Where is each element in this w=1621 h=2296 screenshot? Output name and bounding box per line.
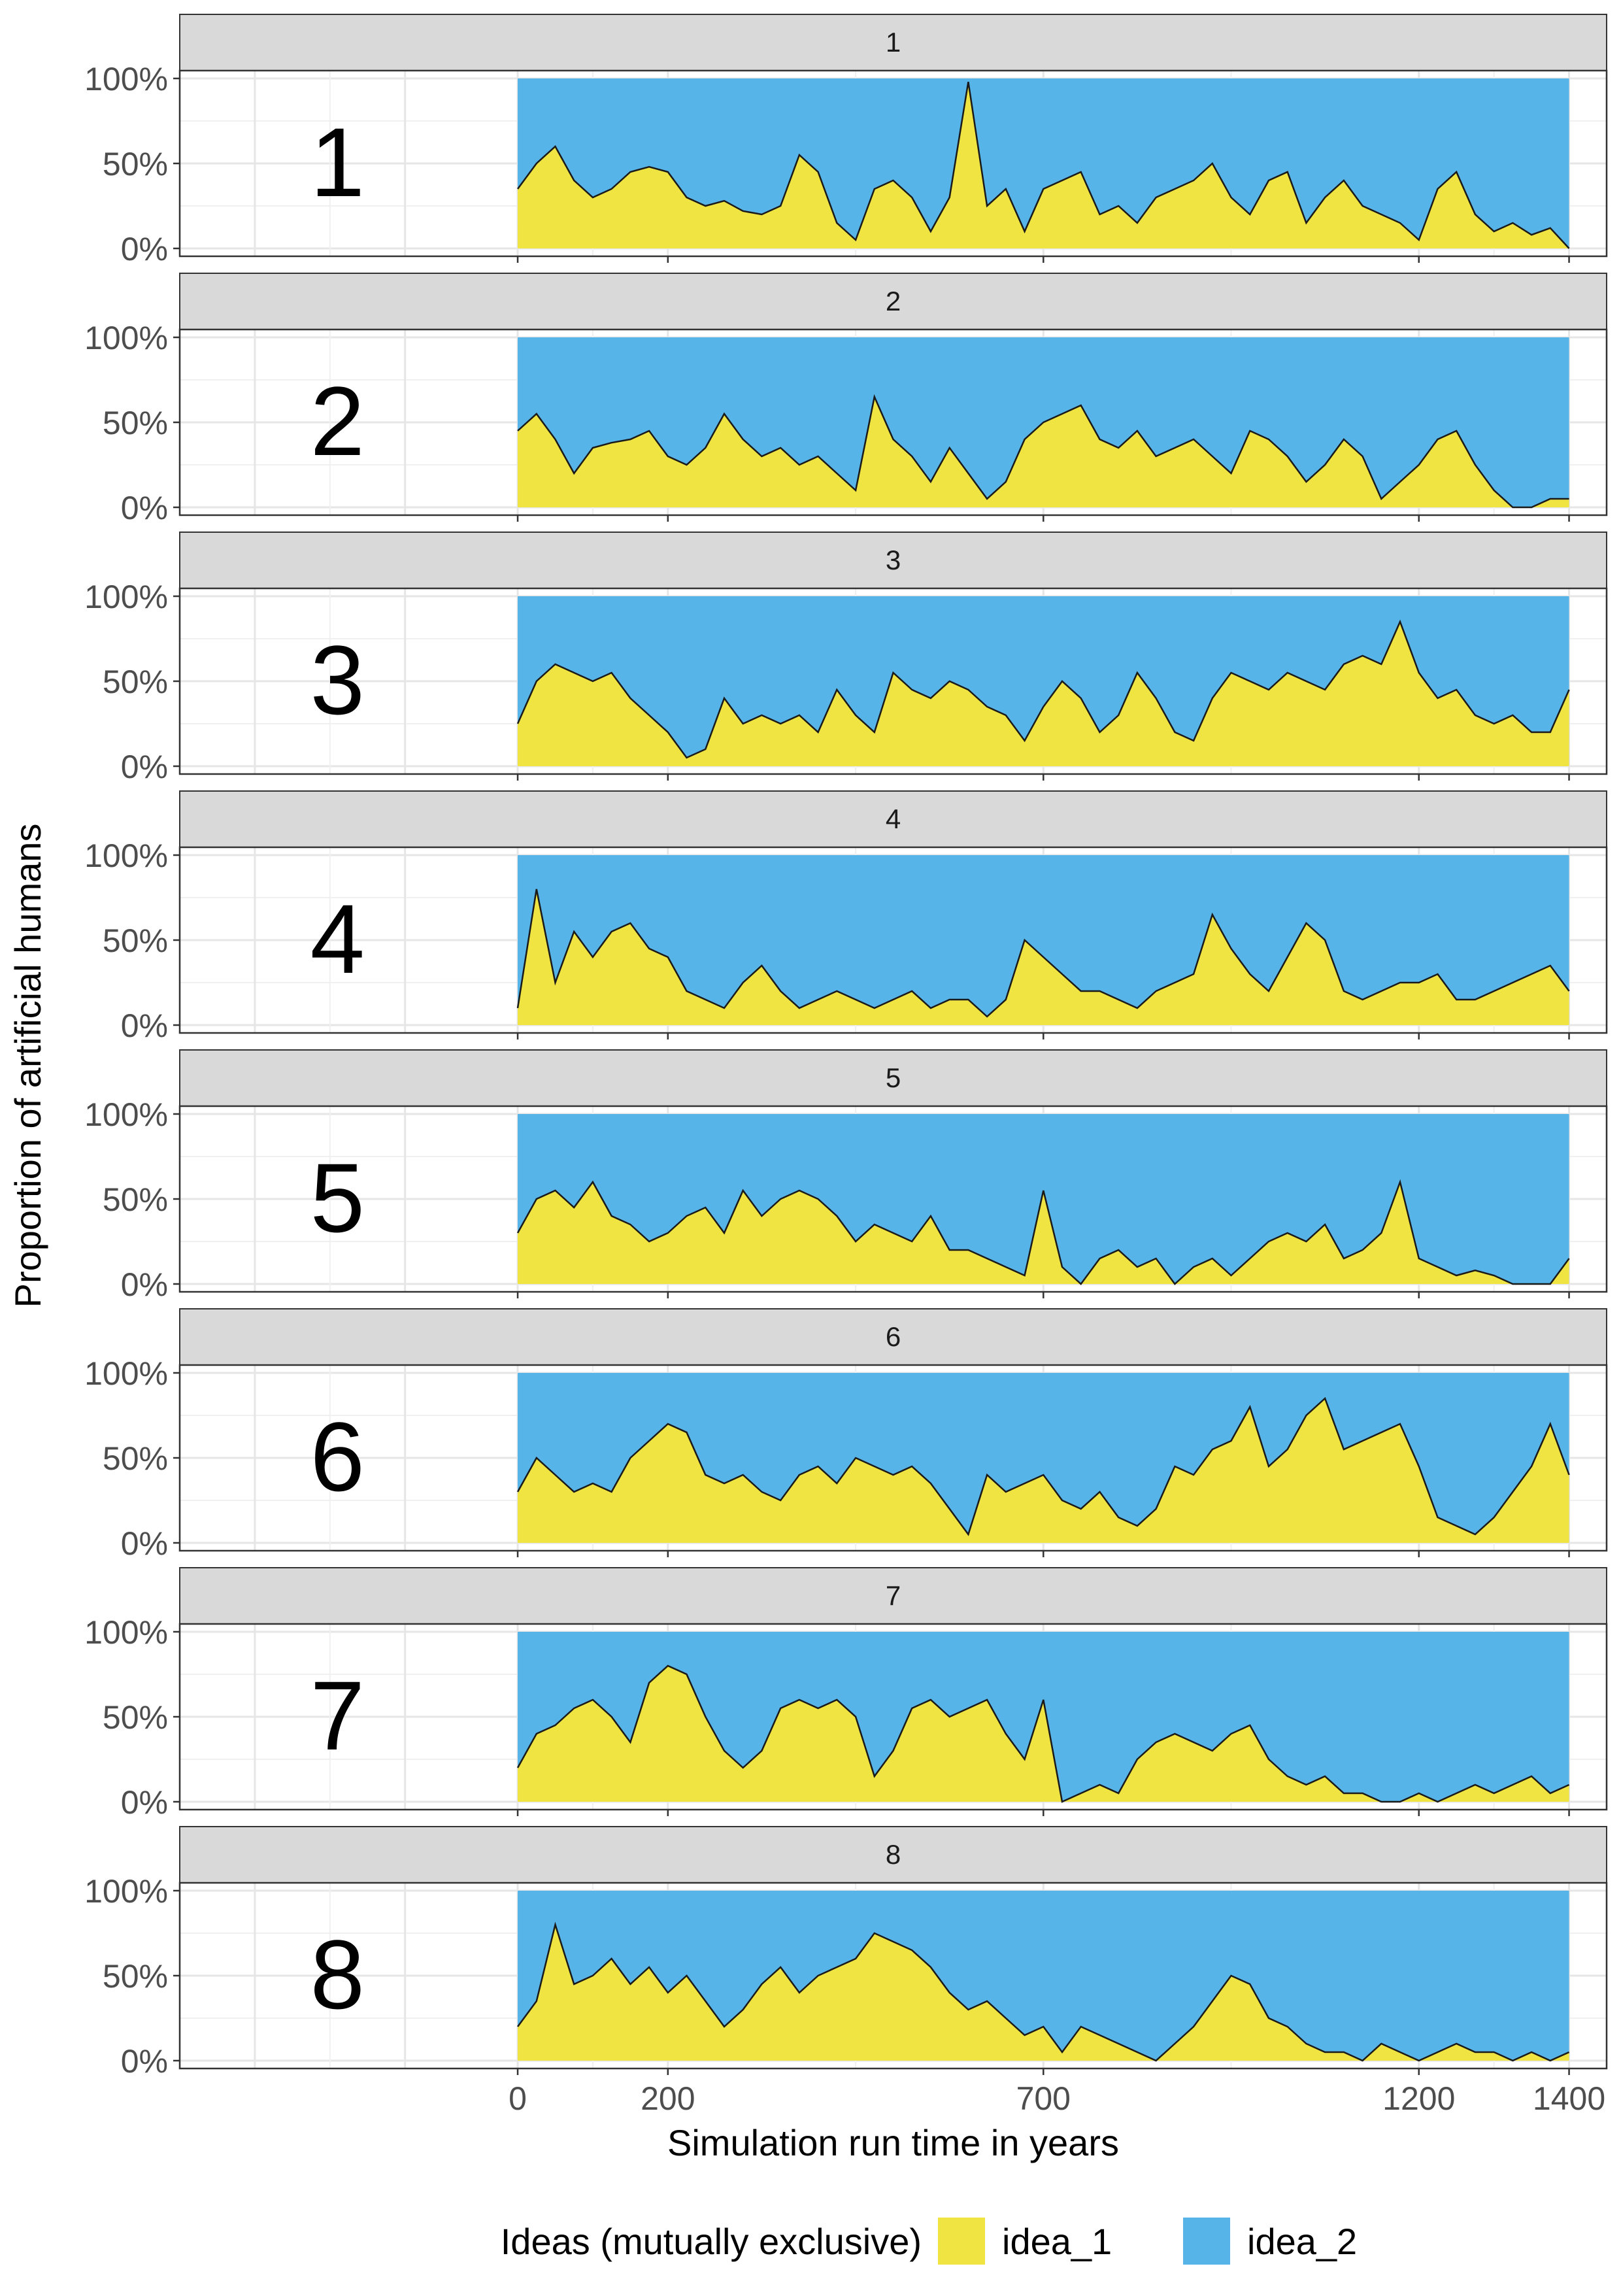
boundary-line — [516, 1921, 1570, 2062]
boundary-line — [516, 1664, 1570, 1803]
area-idea-1 — [518, 1398, 1569, 1543]
panel-number-label: 3 — [310, 625, 365, 735]
boundary-line — [516, 1396, 1570, 1536]
area-idea-1 — [518, 622, 1569, 766]
y-tick-label: 0% — [121, 2043, 168, 2080]
y-tick-label: 100% — [84, 1614, 168, 1651]
y-tick-label: 100% — [84, 837, 168, 874]
panel-number-label: 1 — [310, 107, 365, 217]
area-idea-1 — [518, 397, 1569, 507]
panel-number-label: 8 — [310, 1919, 365, 2029]
y-tick-label: 50% — [103, 146, 168, 182]
boundary-line — [517, 394, 1569, 509]
y-tick-label: 0% — [121, 1266, 168, 1303]
facet-panel-7: 7 7 0% 50% 100% — [84, 1567, 1608, 1821]
facet-strip-label: 3 — [886, 545, 901, 575]
facet-strip — [179, 1308, 1607, 1366]
boundary-line — [516, 1179, 1570, 1285]
facet-strip-label: 5 — [886, 1062, 901, 1093]
y-tick-label: 100% — [84, 1355, 168, 1392]
facet-strip — [179, 273, 1607, 330]
panel-number-label: 5 — [310, 1143, 365, 1253]
panel-number-label: 2 — [310, 366, 365, 476]
x-tick-label: 1200 — [1382, 2080, 1455, 2117]
y-tick-label: 0% — [121, 231, 168, 267]
area-idea-1 — [518, 1666, 1569, 1802]
legend: Ideas (mutually exclusive) idea_1 idea_2 — [501, 2218, 1357, 2265]
facet-panel-6: 6 6 0% 50% 100% — [84, 1308, 1608, 1562]
area-idea-1 — [518, 1182, 1569, 1284]
y-tick-label: 50% — [103, 664, 168, 700]
legend-key-idea_2 — [1183, 2218, 1230, 2265]
y-tick-label: 50% — [103, 1958, 168, 1995]
y-tick-label: 50% — [103, 1699, 168, 1736]
facet-strip — [179, 1567, 1607, 1625]
panel-number-label: 7 — [310, 1661, 365, 1770]
facet-strip — [179, 532, 1607, 589]
y-tick-label: 0% — [121, 749, 168, 785]
facet-panel-2: 2 2 0% 50% 100% — [84, 273, 1608, 526]
x-tick-label: 200 — [641, 2080, 695, 2117]
facet-panel-5: 550%50%100% — [84, 1049, 1608, 1303]
area-idea-1 — [518, 1925, 1569, 2061]
facet-panel-3: 3 3 0% 50% 100% — [84, 532, 1608, 785]
facet-strip — [179, 790, 1607, 848]
facet-panel-4: 4 4 0% 50% 100% — [84, 790, 1608, 1044]
facet-strip-label: 2 — [886, 286, 901, 316]
facet-strip-label: 8 — [886, 1839, 901, 1870]
facet-panel-8: 8 8 0% 50% 100% — [84, 1826, 1608, 2080]
facet-strip-label: 6 — [886, 1321, 901, 1352]
facet-strip-label: 7 — [886, 1580, 901, 1611]
y-tick-label: 100% — [84, 1096, 168, 1133]
boundary-line — [516, 81, 1570, 249]
y-tick-label: 50% — [103, 1440, 168, 1477]
y-tick-label: 0% — [121, 1525, 168, 1562]
panel-number-label: 6 — [310, 1402, 365, 1511]
legend-label-idea_1: idea_1 — [1002, 2221, 1112, 2262]
y-tick-label: 0% — [121, 1007, 168, 1044]
legend-title: Ideas (mutually exclusive) — [501, 2221, 922, 2262]
facet-strip — [179, 1826, 1607, 1883]
y-tick-label: 100% — [84, 61, 168, 97]
y-tick-label: 100% — [84, 320, 168, 356]
y-tick-label: 100% — [84, 579, 168, 615]
y-tick-label: 0% — [121, 1784, 168, 1821]
y-axis-title: Proportion of artificial humans — [7, 824, 48, 1308]
boundary-line — [516, 888, 1570, 1018]
x-tick-label: 700 — [1016, 2080, 1071, 2117]
y-tick-label: 50% — [103, 922, 168, 959]
y-tick-label: 100% — [84, 1873, 168, 1910]
panel-number-label: 4 — [310, 884, 365, 994]
legend-key-idea_1 — [938, 2218, 985, 2265]
x-axis-title: Simulation run time in years — [667, 2122, 1119, 2163]
x-tick-label: 0 — [509, 2080, 527, 2117]
boundary-line — [516, 619, 1570, 759]
x-tick-label: 1400 — [1533, 2080, 1605, 2117]
facet-strip — [179, 14, 1607, 71]
legend-label-idea_2: idea_2 — [1247, 2221, 1357, 2262]
y-tick-label: 50% — [103, 1181, 168, 1218]
facet-panel-1: 1 1 0% 50% 100% — [84, 14, 1608, 267]
facet-strip-label: 4 — [886, 803, 901, 834]
y-tick-label: 50% — [103, 405, 168, 441]
facet-strip-label: 1 — [886, 27, 901, 58]
y-tick-label: 0% — [121, 490, 168, 526]
